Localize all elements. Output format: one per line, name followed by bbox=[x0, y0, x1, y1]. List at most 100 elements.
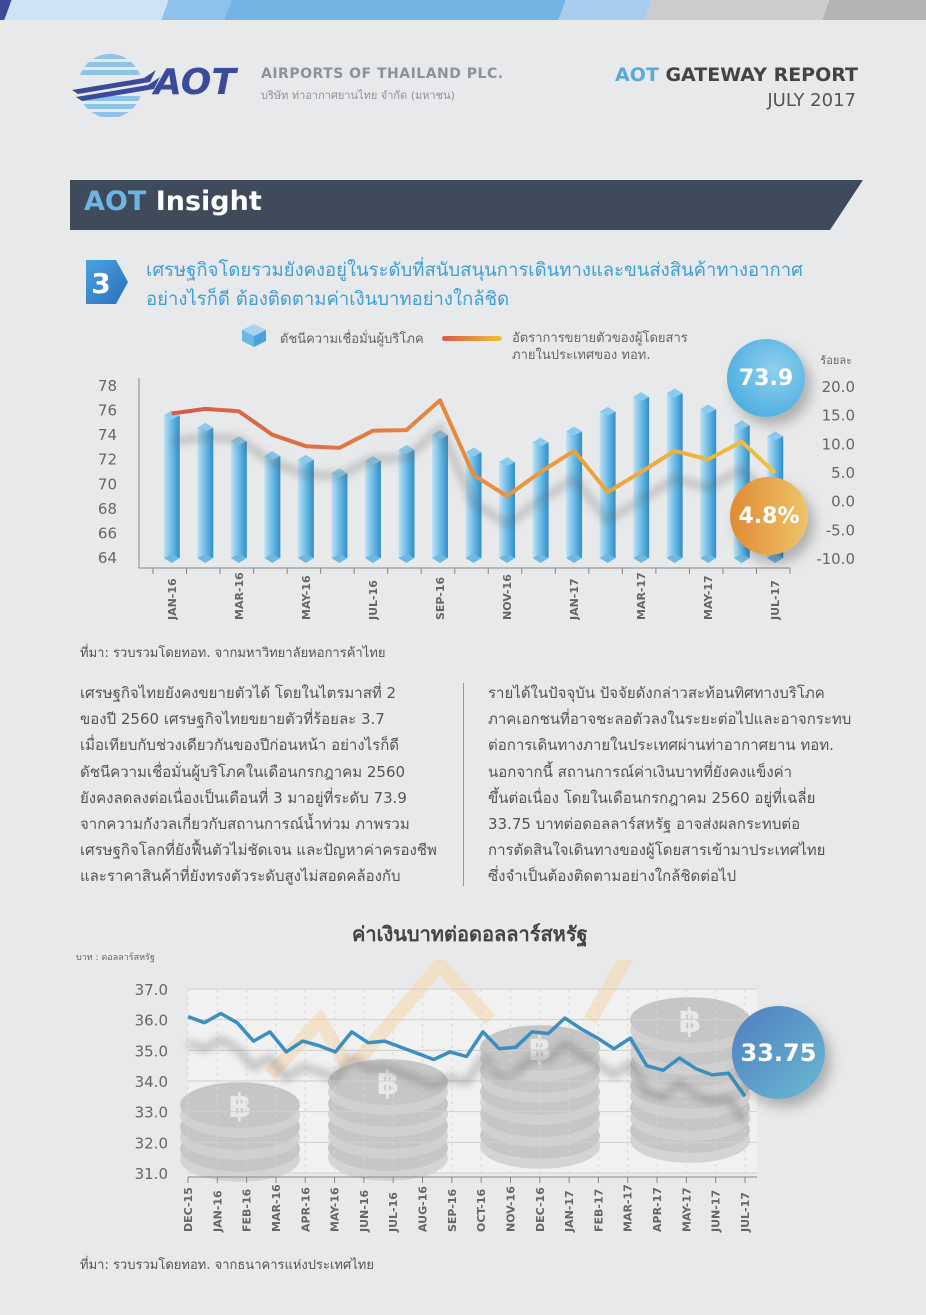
report-title: AOT GATEWAY REPORT bbox=[615, 64, 858, 86]
bar bbox=[364, 455, 381, 563]
body-line: ขึ้นต่อเนื่อง โดยในเดือนกรกฎาคม 2560 อยู… bbox=[488, 788, 816, 807]
bar bbox=[230, 436, 247, 563]
left-tick-label: 70 bbox=[98, 475, 117, 493]
body-text-right: รายได้ในปัจจุบัน ปัจจัยดังกล่าวสะท้อนทิศ… bbox=[488, 680, 868, 890]
body-line: ซึ่งจำเป็นต้องติดตามอย่างใกล้ชิดต่อไป bbox=[488, 867, 737, 886]
x-tick-label: FEB-17 bbox=[592, 1189, 605, 1232]
report-title-accent: AOT bbox=[614, 64, 659, 86]
report-date: JULY 2017 bbox=[767, 90, 856, 111]
company-name-en: AIRPORTS OF THAILAND PLC. bbox=[261, 66, 504, 82]
body-line: การตัดสินใจเดินทางของผู้โดยสารเข้ามาประเ… bbox=[488, 841, 826, 860]
report-title-text: GATEWAY REPORT bbox=[665, 64, 858, 86]
body-line: ดัชนีความเชื่อมั่นผู้บริโภคในเดือนกรกฎาค… bbox=[80, 762, 406, 781]
legend-line-swatch bbox=[442, 336, 502, 341]
section-title: AOT Insight bbox=[84, 186, 262, 217]
left-tick-label: 72 bbox=[98, 451, 117, 469]
left-tick-label: 78 bbox=[98, 377, 117, 395]
section-number-badge: 3 bbox=[86, 260, 128, 304]
x-tick-label: SEP-16 bbox=[434, 576, 447, 620]
aot-logo-icon: AOT bbox=[72, 54, 238, 117]
baht-chart-unit: บาท : ดอลลาร์สหรัฐ bbox=[76, 953, 155, 963]
body-line: ของปี 2560 เศรษฐกิจไทยขยายตัวที่ร้อยละ 3… bbox=[80, 710, 385, 729]
section-title-accent: AOT bbox=[84, 186, 147, 217]
x-tick-label: JUL-16 bbox=[387, 1192, 400, 1233]
left-tick-label: 74 bbox=[98, 426, 117, 444]
x-tick-label: FEB-16 bbox=[241, 1188, 254, 1232]
baht-usd-line bbox=[187, 1011, 747, 1098]
svg-text:฿: ฿ bbox=[679, 1001, 702, 1040]
bar bbox=[163, 410, 180, 563]
svg-text:AOT: AOT bbox=[151, 62, 238, 103]
bar bbox=[331, 468, 348, 563]
body-line: เศรษฐกิจไทยยังคงขยายตัวได้ โดยในไตรมาสที… bbox=[80, 684, 397, 702]
x-tick-label: MAY-16 bbox=[329, 1187, 342, 1232]
left-tick-label: 66 bbox=[98, 524, 117, 542]
bar bbox=[566, 426, 583, 563]
bar bbox=[297, 454, 314, 563]
x-tick-label: SEP-16 bbox=[446, 1188, 459, 1232]
body-line: ภาคเอกชนที่อาจชะลอตัวลงในระยะต่อไปและอาจ… bbox=[488, 710, 852, 729]
y-tick-label: 34.0 bbox=[135, 1073, 168, 1091]
section-title-text: Insight bbox=[155, 186, 262, 217]
right-axis-label: ร้อยละ bbox=[820, 354, 852, 367]
x-tick-label: APR-16 bbox=[299, 1187, 312, 1232]
body-line: จากความกังวลเกี่ยวกับสถานการณ์น้ำท่วม ภา… bbox=[80, 815, 410, 834]
cube-legend-icon bbox=[242, 324, 266, 347]
x-tick-label: APR-17 bbox=[651, 1187, 664, 1232]
x-tick-label: JUL-17 bbox=[739, 1192, 752, 1233]
bar bbox=[398, 444, 415, 563]
x-tick-label: OCT-16 bbox=[475, 1188, 488, 1232]
x-tick-label: NOV-16 bbox=[501, 574, 514, 620]
right-tick-label: 10.0 bbox=[822, 435, 855, 453]
chart1-source: ที่มา: รวบรวมโดยทอท. จากมหาวิทยาลัยหอการ… bbox=[80, 646, 386, 661]
left-tick-label: 68 bbox=[98, 500, 117, 518]
section-banner bbox=[70, 180, 863, 230]
body-line: 33.75 บาทต่อดอลลาร์สหรัฐ อาจส่งผลกระทบต่… bbox=[488, 815, 801, 834]
x-tick-label: MAY-17 bbox=[702, 575, 715, 620]
svg-text:3: 3 bbox=[91, 267, 110, 300]
aot-logo: AOT bbox=[70, 50, 250, 120]
right-tick-label: -5.0 bbox=[826, 521, 855, 539]
legend-line-label-1: อัตราการขยายตัวของผู้โดยสาร bbox=[512, 331, 688, 346]
x-tick-label: MAR-17 bbox=[622, 1184, 635, 1232]
y-tick-label: 33.0 bbox=[135, 1104, 168, 1122]
chart2-source: ที่มา: รวบรวมโดยทอท. จากธนาคารแห่งประเทศ… bbox=[80, 1258, 374, 1273]
x-tick-label: MAY-16 bbox=[300, 575, 313, 620]
body-line: เมื่อเทียบกับช่วงเดียวกันของปีก่อนหน้า อ… bbox=[80, 736, 400, 755]
right-tick-label: -10.0 bbox=[816, 550, 855, 568]
body-line: นอกจากนี้ สถานการณ์ค่าเงินบาทที่ยังคงแข็… bbox=[488, 762, 793, 781]
x-tick-label: JUL-16 bbox=[367, 580, 380, 620]
right-tick-label: 5.0 bbox=[831, 464, 855, 482]
baht-coin-stack-icon: ฿ bbox=[328, 1059, 448, 1181]
baht-chart-title: ค่าเงินบาทต่อดอลลาร์สหรัฐ bbox=[352, 922, 588, 946]
bar bbox=[499, 457, 516, 563]
baht-coin-stack-icon: ฿ bbox=[180, 1082, 300, 1182]
legend-bar-label: ดัชนีความเชื่อมั่นผู้บริโภค bbox=[280, 332, 424, 347]
x-tick-label: MAR-17 bbox=[635, 572, 648, 620]
y-tick-label: 31.0 bbox=[135, 1165, 168, 1183]
x-tick-label: MAR-16 bbox=[270, 1184, 283, 1232]
left-tick-label: 76 bbox=[98, 402, 117, 420]
company-name-th: บริษัท ท่าอากาศยานไทย จำกัด (มหาชน) bbox=[261, 89, 455, 102]
body-line: เศรษฐกิจโลกที่ยังฟื้นตัวไม่ชัดเจน และปัญ… bbox=[80, 841, 437, 860]
x-tick-label: MAY-17 bbox=[680, 1187, 693, 1232]
y-tick-label: 35.0 bbox=[135, 1042, 168, 1060]
line-shadow bbox=[171, 421, 778, 529]
line-shadow bbox=[186, 1034, 749, 1125]
legend-line-label: อัตราการขยายตัวของผู้โดยสาร ภายในประเทศข… bbox=[512, 330, 688, 364]
passenger-growth-callout: 4.8% bbox=[730, 477, 808, 555]
body-line: ต่อการเดินทางภายในประเทศผ่านท่าอากาศยาน … bbox=[488, 736, 834, 755]
bar bbox=[633, 392, 650, 563]
x-tick-label: JUL-17 bbox=[769, 580, 782, 620]
bar bbox=[197, 422, 214, 563]
body-text-left: เศรษฐกิจไทยยังคงขยายตัวได้ โดยในไตรมาสที… bbox=[80, 680, 460, 890]
consumer-confidence-chart: 78 76 74 72 70 68 66 64 20.0 15.0 10.0 5.0 0.0 -5.0 -1… bbox=[98, 354, 855, 620]
headline-line-1: เศรษฐกิจโดยรวมยังคงอยู่ในระดับที่สนับสนุ… bbox=[146, 260, 803, 281]
x-tick-label: NOV-16 bbox=[504, 1186, 517, 1232]
body-line: รายได้ในปัจจุบัน ปัจจัยดังกล่าวสะท้อนทิศ… bbox=[488, 684, 825, 702]
legend-line-label-2: ภายในประเทศของ ทอท. bbox=[512, 348, 651, 363]
column-divider bbox=[463, 683, 464, 886]
x-tick-label: AUG-16 bbox=[417, 1186, 430, 1232]
right-tick-label: 0.0 bbox=[831, 493, 855, 511]
